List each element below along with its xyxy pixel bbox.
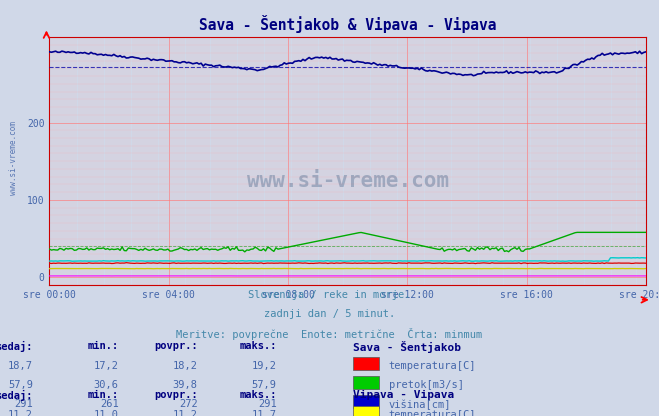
- Text: 39,8: 39,8: [173, 380, 198, 390]
- Bar: [353, 357, 379, 369]
- Text: 18,2: 18,2: [173, 361, 198, 371]
- Text: 272: 272: [179, 399, 198, 409]
- Text: povpr.:: povpr.:: [154, 390, 198, 400]
- Text: 17,2: 17,2: [94, 361, 119, 371]
- Text: maks.:: maks.:: [239, 341, 277, 351]
- Text: zadnji dan / 5 minut.: zadnji dan / 5 minut.: [264, 309, 395, 319]
- Text: temperatura[C]: temperatura[C]: [389, 361, 476, 371]
- Text: 11,7: 11,7: [252, 409, 277, 416]
- Text: sedaj:: sedaj:: [0, 390, 33, 401]
- Text: Vipava - Vipava: Vipava - Vipava: [353, 390, 454, 400]
- Text: 19,2: 19,2: [252, 361, 277, 371]
- Text: 291: 291: [258, 399, 277, 409]
- Text: www.si-vreme.com: www.si-vreme.com: [9, 121, 18, 195]
- Text: 11,0: 11,0: [94, 409, 119, 416]
- Bar: [353, 376, 379, 389]
- Text: Meritve: povprečne  Enote: metrične  Črta: minmum: Meritve: povprečne Enote: metrične Črta:…: [177, 328, 482, 340]
- Text: www.si-vreme.com: www.si-vreme.com: [246, 171, 449, 191]
- Text: min.:: min.:: [88, 390, 119, 400]
- Title: Sava - Šentjakob & Vipava - Vipava: Sava - Šentjakob & Vipava - Vipava: [199, 15, 496, 34]
- Text: 261: 261: [100, 399, 119, 409]
- Text: 11,2: 11,2: [173, 409, 198, 416]
- Text: min.:: min.:: [88, 341, 119, 351]
- Text: maks.:: maks.:: [239, 390, 277, 400]
- Bar: [353, 395, 379, 408]
- Text: 57,9: 57,9: [8, 380, 33, 390]
- Text: povpr.:: povpr.:: [154, 341, 198, 351]
- Text: Slovenija / reke in morje.: Slovenija / reke in morje.: [248, 290, 411, 300]
- Text: 11,2: 11,2: [8, 409, 33, 416]
- Text: 57,9: 57,9: [252, 380, 277, 390]
- Bar: [353, 406, 379, 416]
- Text: Sava - Šentjakob: Sava - Šentjakob: [353, 341, 461, 353]
- Text: 291: 291: [14, 399, 33, 409]
- Text: 30,6: 30,6: [94, 380, 119, 390]
- Text: 18,7: 18,7: [8, 361, 33, 371]
- Text: sedaj:: sedaj:: [0, 341, 33, 352]
- Text: temperatura[C]: temperatura[C]: [389, 409, 476, 416]
- Text: pretok[m3/s]: pretok[m3/s]: [389, 380, 464, 390]
- Text: višina[cm]: višina[cm]: [389, 399, 451, 410]
